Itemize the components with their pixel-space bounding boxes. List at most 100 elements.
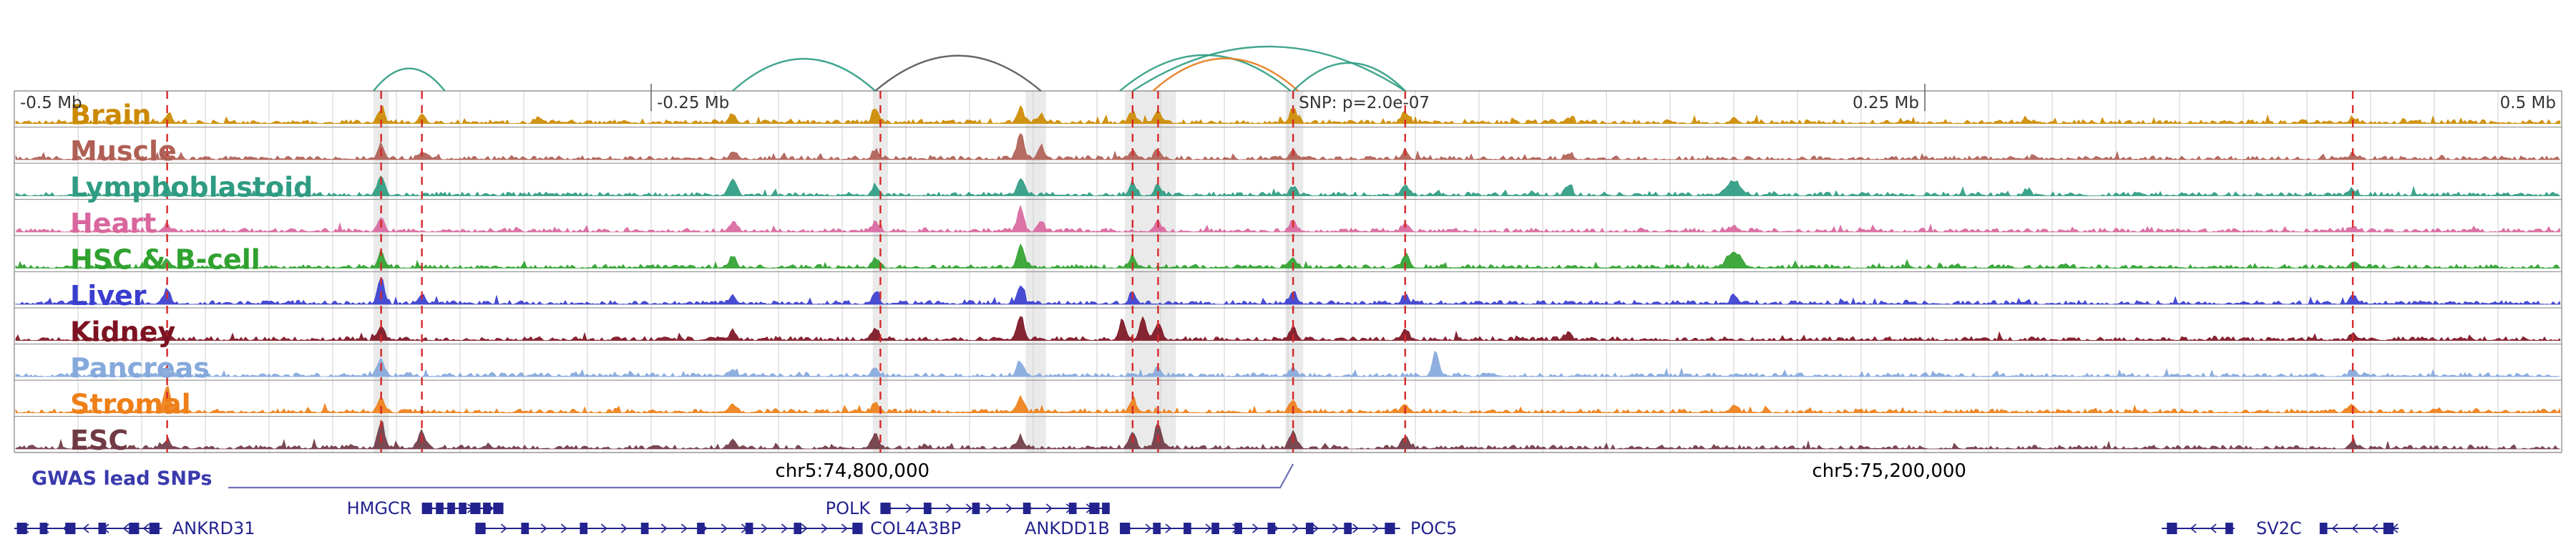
track-label-esc: ESC — [70, 425, 128, 456]
gene-exon — [39, 523, 48, 534]
gene-strand-arrow — [721, 523, 728, 533]
gene-label-poc5: POC5 — [1410, 518, 1457, 537]
gene-label-hmgcr: HMGCR — [347, 498, 412, 518]
gene-exon — [852, 523, 863, 534]
gene-strand-arrow — [122, 523, 130, 533]
gene-exon — [640, 523, 649, 534]
gene-exon — [16, 523, 27, 534]
gene-exon — [98, 523, 107, 534]
track-label-heart: Heart — [70, 208, 156, 239]
gene-strand-arrow — [1352, 523, 1359, 533]
interaction-arc — [1152, 57, 1299, 92]
gene-exon — [65, 523, 76, 534]
gene-strand-arrow — [142, 523, 150, 533]
gene-strand-arrow — [500, 523, 507, 533]
interaction-arc — [373, 67, 446, 92]
gene-exon — [483, 503, 491, 514]
signal-esc — [15, 421, 2560, 450]
signal-muscle — [15, 132, 2560, 160]
gene-exon — [794, 523, 802, 534]
gene-strand-arrow — [660, 523, 668, 533]
gene-strand-arrow — [985, 503, 992, 513]
axis-tick-label: 0.5 Mb — [2500, 94, 2556, 112]
gene-exon — [1184, 523, 1191, 534]
axis-tick-label: SNP: p=2.0e-07 — [1299, 94, 1430, 112]
signal-liver — [15, 277, 2561, 305]
gene-exon — [580, 523, 587, 534]
gene-strand-arrow — [1205, 523, 1212, 533]
gene-strand-arrow — [620, 523, 628, 533]
interaction-arc — [1132, 45, 1406, 92]
gene-strand-arrow — [841, 523, 848, 533]
gene-exon — [1068, 503, 1077, 514]
gene-exon — [2225, 523, 2233, 534]
gene-strand-arrow — [1332, 523, 1339, 533]
signal-stromal — [15, 385, 2561, 414]
gene-strand-arrow — [965, 503, 972, 513]
gene-exon — [421, 503, 432, 514]
gene-label-ankdd1b: ANKDD1B — [1025, 518, 1110, 537]
gene-strand-arrow — [1292, 523, 1299, 533]
axis-tick-label: -0.25 Mb — [657, 94, 729, 112]
gene-strand-arrow — [540, 523, 547, 533]
gene-exon — [447, 503, 455, 514]
gene-strand-arrow — [2190, 523, 2197, 533]
gene-exon — [1153, 523, 1161, 534]
gene-strand-arrow — [761, 523, 768, 533]
gene-strand-arrow — [600, 523, 608, 533]
track-label-brain: Brain — [70, 100, 151, 131]
gene-exon — [745, 523, 753, 534]
gene-strand-arrow — [1312, 523, 1319, 533]
gene-exon — [923, 503, 932, 514]
gene-exon — [2319, 523, 2328, 534]
gene-exon — [475, 523, 486, 534]
track-label-muscle: Muscle — [70, 135, 177, 167]
gene-exon — [459, 503, 467, 514]
interaction-arc — [732, 57, 877, 92]
gene-strand-arrow — [1252, 523, 1259, 533]
track-label-kidney: Kidney — [70, 316, 175, 348]
gene-strand-arrow — [2351, 523, 2358, 533]
gwas-lead-snps-label: GWAS lead SNPs — [31, 468, 212, 490]
signal-lymphoblastoid — [15, 175, 2561, 197]
gene-exon — [697, 523, 705, 534]
signal-hsc-b-cell — [15, 243, 2561, 269]
gene-exon — [1267, 523, 1276, 534]
gene-strand-arrow — [560, 523, 567, 533]
track-label-stromal: Stromal — [70, 389, 191, 420]
gene-exon — [1211, 523, 1219, 534]
signal-pancreas — [15, 350, 2561, 377]
gene-label-ankrd31: ANKRD31 — [172, 518, 255, 537]
gene-exon — [129, 523, 140, 534]
gene-strand-arrow — [905, 503, 912, 513]
gene-label-col4a3bp: COL4A3BP — [870, 518, 961, 537]
gene-exon — [1120, 523, 1131, 534]
signal-brain — [15, 105, 2561, 125]
interaction-arc — [874, 54, 1042, 92]
gene-strand-arrow — [1165, 523, 1172, 533]
gene-strand-arrow — [2210, 523, 2217, 533]
signal-heart — [15, 205, 2561, 233]
gene-label-polk: POLK — [826, 498, 872, 518]
gene-label-sv2c: SV2C — [2256, 518, 2302, 537]
gene-exon — [436, 503, 444, 514]
gene-strand-arrow — [1145, 523, 1152, 533]
gene-exon — [470, 503, 481, 514]
axis-tick-label: -0.5 Mb — [20, 94, 82, 112]
gene-exon — [2167, 523, 2177, 534]
gwas-connector-line — [228, 463, 1294, 489]
gene-exon — [521, 523, 530, 534]
track-label-liver: Liver — [70, 280, 147, 311]
gene-exon — [1305, 523, 1314, 534]
axis-tick-label: 0.25 Mb — [1853, 94, 1919, 112]
track-label-pancreas: Pancreas — [70, 352, 210, 384]
gene-exon — [880, 503, 891, 514]
gene-exon — [1234, 523, 1242, 534]
gene-exon — [1089, 503, 1100, 514]
gene-strand-arrow — [801, 523, 808, 533]
gene-strand-arrow — [1372, 523, 1379, 533]
gene-exon — [972, 503, 980, 514]
gene-strand-arrow — [945, 503, 952, 513]
